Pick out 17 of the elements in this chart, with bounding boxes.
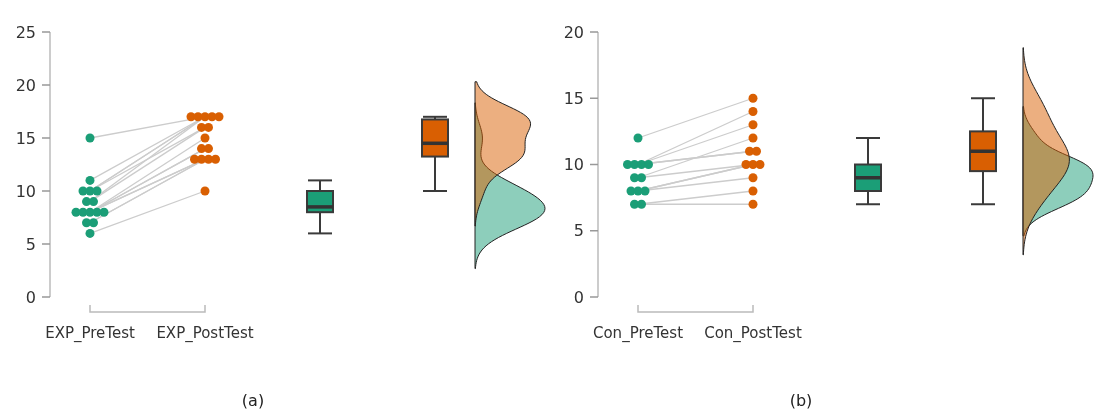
y-tick-label: 20 — [15, 75, 36, 95]
y-tick-label: 5 — [25, 234, 36, 254]
y-tick-label: 15 — [563, 88, 584, 108]
x-tick-label: Con_PostTest — [704, 324, 802, 343]
y-tick-label: 0 — [573, 287, 584, 307]
x-tick-label: EXP_PostTest — [156, 324, 254, 343]
y-tick-label: 5 — [573, 221, 584, 241]
text: (a) — [241, 391, 265, 410]
y-tick-label: 15 — [15, 128, 36, 148]
text: (b) — [789, 391, 813, 410]
y-tick-label: 20 — [563, 22, 584, 42]
y-tick-label: 10 — [15, 181, 36, 201]
y-tick-label: 10 — [563, 155, 584, 175]
y-tick-label: 0 — [25, 287, 36, 307]
x-tick-label: Con_PreTest — [592, 324, 684, 343]
y-tick-label: 25 — [15, 22, 36, 42]
x-tick-label: EXP_PreTest — [45, 324, 135, 343]
